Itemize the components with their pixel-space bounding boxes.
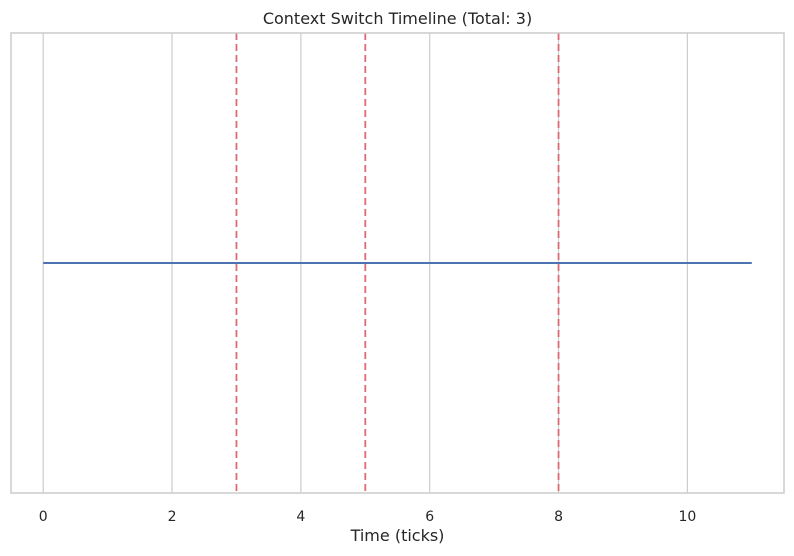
x-tick-labels: 0 2 4 6 8 10 (39, 509, 697, 525)
x-tick-label: 10 (678, 509, 696, 525)
plot-frame (10, 32, 785, 494)
x-tick-label: 2 (168, 509, 177, 525)
x-tick-label: 8 (554, 509, 563, 525)
chart-title: Context Switch Timeline (Total: 3) (263, 9, 532, 28)
x-tick-label: 6 (425, 509, 434, 525)
x-axis-label: Time (ticks) (350, 526, 445, 545)
x-tick-label: 0 (39, 509, 48, 525)
x-tick-label: 4 (296, 509, 305, 525)
